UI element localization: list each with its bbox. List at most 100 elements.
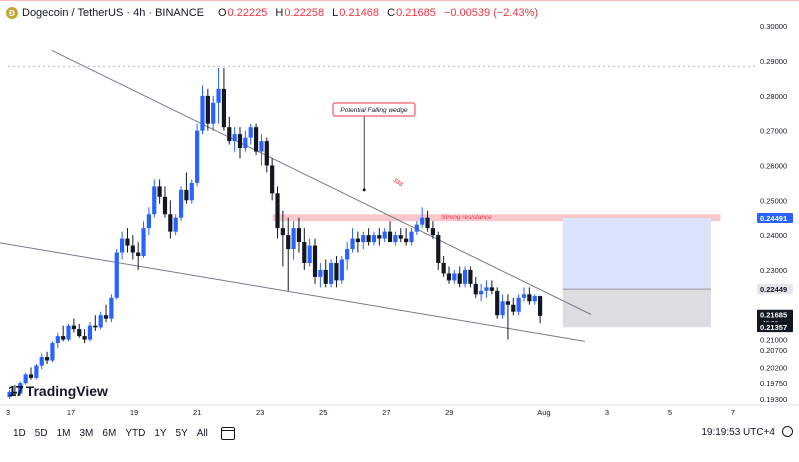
- candle-down[interactable]: [286, 235, 291, 250]
- candle-up[interactable]: [146, 214, 152, 229]
- range-button-1y[interactable]: 1Y: [154, 427, 167, 439]
- candle-up[interactable]: [307, 245, 312, 263]
- candle-down[interactable]: [446, 273, 452, 281]
- candle-down[interactable]: [93, 325, 98, 328]
- price-label-0.24491[interactable]: [757, 213, 793, 224]
- candle-up[interactable]: [200, 95, 205, 131]
- range-button-5y[interactable]: 5Y: [175, 427, 188, 439]
- range-button-3m[interactable]: 3M: [79, 427, 94, 439]
- candle-up[interactable]: [109, 297, 114, 319]
- candle-down[interactable]: [12, 391, 18, 394]
- candle-up[interactable]: [521, 294, 527, 298]
- range-button-all[interactable]: All: [196, 427, 208, 439]
- candle-down[interactable]: [82, 336, 87, 340]
- candle-up[interactable]: [23, 374, 28, 384]
- candle-down[interactable]: [334, 262, 339, 281]
- candle-up[interactable]: [66, 325, 71, 340]
- target-zone[interactable]: [562, 218, 711, 290]
- candle-down[interactable]: [136, 252, 141, 257]
- candle-up[interactable]: [339, 259, 344, 281]
- symbol-title[interactable]: Dogecoin / TetherUS · 4h · BINANCE: [22, 7, 204, 19]
- candle-down[interactable]: [296, 228, 302, 243]
- candle-up[interactable]: [371, 235, 377, 243]
- candle-up[interactable]: [152, 186, 157, 215]
- settings-gear-icon[interactable]: [782, 426, 793, 437]
- candle-up[interactable]: [328, 262, 334, 284]
- price-label-0.21357[interactable]: [757, 322, 793, 333]
- utc-clock[interactable]: 19:19:53 UTC+4: [701, 427, 775, 438]
- candle-up[interactable]: [216, 88, 221, 103]
- range-button-5d[interactable]: 5D: [34, 427, 48, 439]
- candle-down[interactable]: [441, 262, 446, 274]
- candle-up[interactable]: [141, 228, 146, 257]
- candle-up[interactable]: [173, 217, 178, 232]
- candle-down[interactable]: [527, 294, 532, 302]
- price-chart[interactable]: Strong resistance Potential Falling wedge…: [0, 0, 799, 420]
- candle-down[interactable]: [495, 290, 500, 316]
- candle-up[interactable]: [414, 224, 419, 232]
- candle-up[interactable]: [34, 365, 39, 378]
- candle-down[interactable]: [302, 242, 307, 263]
- candle-down[interactable]: [355, 238, 360, 243]
- candle-down[interactable]: [125, 238, 130, 246]
- candle-down[interactable]: [130, 245, 135, 253]
- candle-up[interactable]: [50, 343, 55, 361]
- candle-down[interactable]: [61, 336, 66, 340]
- candle-down[interactable]: [323, 269, 328, 284]
- candle-up[interactable]: [178, 189, 184, 218]
- candle-down[interactable]: [387, 231, 393, 243]
- candle-down[interactable]: [71, 325, 76, 330]
- candle-down[interactable]: [221, 88, 227, 128]
- candle-down[interactable]: [404, 238, 409, 243]
- candle-up[interactable]: [98, 315, 103, 328]
- candle-down[interactable]: [28, 374, 34, 378]
- range-button-6m[interactable]: 6M: [102, 427, 117, 439]
- stop-zone[interactable]: [562, 289, 711, 328]
- price-label-0.22449[interactable]: [757, 284, 793, 295]
- candle-up[interactable]: [516, 297, 521, 312]
- candle-up[interactable]: [420, 217, 425, 225]
- candle-up[interactable]: [382, 231, 387, 239]
- candle-up[interactable]: [195, 130, 200, 183]
- candle-up[interactable]: [120, 238, 125, 253]
- candle-up[interactable]: [232, 134, 237, 142]
- candle-up[interactable]: [189, 182, 194, 201]
- candle-up[interactable]: [345, 249, 350, 260]
- calendar-icon[interactable]: [220, 426, 235, 440]
- candle-down[interactable]: [162, 196, 168, 215]
- candle-down[interactable]: [253, 127, 259, 152]
- candle-down[interactable]: [398, 235, 403, 239]
- candle-up[interactable]: [479, 290, 484, 295]
- candle-down[interactable]: [489, 287, 494, 291]
- candle-down[interactable]: [227, 127, 232, 142]
- candle-down[interactable]: [168, 214, 173, 232]
- candle-up[interactable]: [259, 141, 264, 152]
- candle-down[interactable]: [511, 304, 516, 312]
- candle-up[interactable]: [248, 127, 253, 138]
- candle-down[interactable]: [473, 283, 478, 295]
- candle-down[interactable]: [377, 235, 382, 239]
- candle-down[interactable]: [366, 235, 371, 243]
- candle-down[interactable]: [280, 228, 285, 236]
- candle-up[interactable]: [211, 102, 216, 124]
- candle-down[interactable]: [184, 189, 189, 201]
- candle-down[interactable]: [237, 134, 243, 149]
- candle-up[interactable]: [18, 383, 23, 394]
- resistance-zone[interactable]: [272, 214, 721, 222]
- candle-down[interactable]: [430, 228, 436, 236]
- candle-up[interactable]: [318, 269, 323, 277]
- range-button-1m[interactable]: 1M: [56, 427, 71, 439]
- range-button-1d[interactable]: 1D: [13, 427, 26, 439]
- candle-down[interactable]: [205, 95, 210, 124]
- candle-down[interactable]: [537, 296, 543, 316]
- range-button-ytd[interactable]: YTD: [125, 427, 146, 439]
- candle-down[interactable]: [103, 315, 109, 319]
- candle-down[interactable]: [157, 186, 162, 197]
- candle-down[interactable]: [44, 356, 50, 361]
- candle-up[interactable]: [484, 287, 489, 291]
- candle-up[interactable]: [462, 269, 468, 284]
- candle-down[interactable]: [436, 235, 441, 263]
- candle-up[interactable]: [361, 235, 366, 243]
- candle-up[interactable]: [350, 238, 355, 250]
- candle-down[interactable]: [270, 165, 275, 194]
